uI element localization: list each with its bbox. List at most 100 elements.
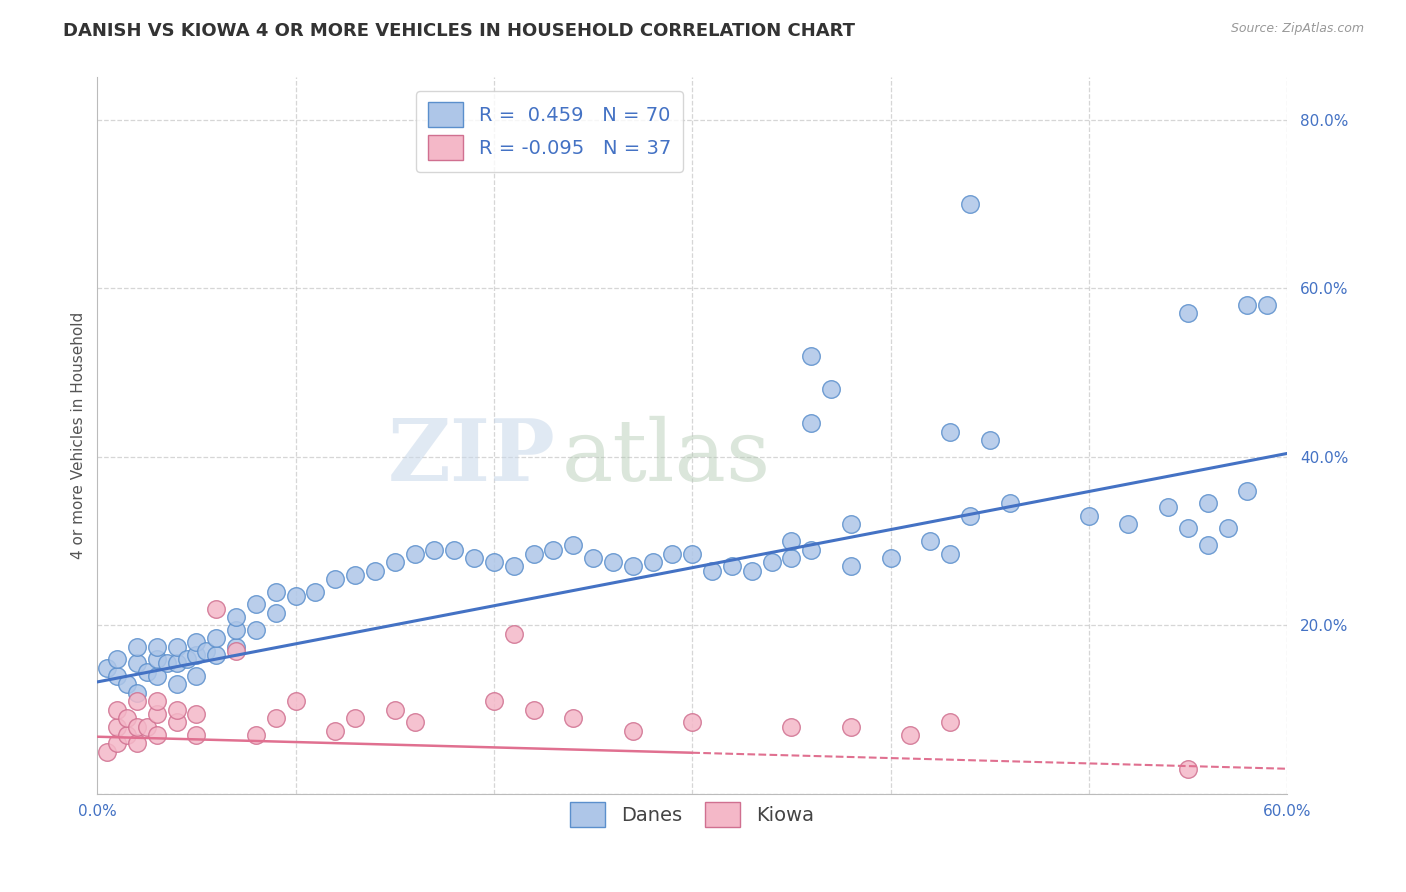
Point	[146, 694, 169, 708]
Point	[602, 555, 624, 569]
Point	[186, 648, 208, 662]
Point	[205, 631, 228, 645]
Point	[146, 652, 169, 666]
Point	[1177, 521, 1199, 535]
Point	[166, 677, 188, 691]
Point	[1236, 298, 1258, 312]
Point	[1236, 483, 1258, 498]
Point	[780, 534, 803, 549]
Point	[125, 736, 148, 750]
Point	[96, 660, 118, 674]
Point	[323, 723, 346, 738]
Point	[543, 542, 565, 557]
Point	[463, 551, 485, 566]
Point	[384, 555, 406, 569]
Point	[225, 623, 247, 637]
Point	[264, 711, 287, 725]
Point	[404, 715, 426, 730]
Point	[839, 720, 862, 734]
Point	[323, 572, 346, 586]
Point	[304, 584, 326, 599]
Point	[284, 589, 307, 603]
Text: ZIP: ZIP	[388, 416, 555, 500]
Point	[562, 711, 585, 725]
Point	[146, 728, 169, 742]
Point	[1157, 500, 1180, 515]
Point	[135, 720, 157, 734]
Point	[820, 383, 842, 397]
Point	[1256, 298, 1278, 312]
Point	[284, 694, 307, 708]
Y-axis label: 4 or more Vehicles in Household: 4 or more Vehicles in Household	[72, 312, 86, 559]
Point	[245, 598, 267, 612]
Point	[800, 349, 823, 363]
Point	[225, 640, 247, 654]
Point	[146, 669, 169, 683]
Point	[1177, 762, 1199, 776]
Point	[344, 567, 367, 582]
Point	[225, 644, 247, 658]
Point	[105, 720, 128, 734]
Point	[166, 715, 188, 730]
Point	[898, 728, 921, 742]
Point	[1077, 508, 1099, 523]
Point	[125, 657, 148, 671]
Point	[443, 542, 465, 557]
Point	[562, 538, 585, 552]
Point	[205, 648, 228, 662]
Point	[800, 542, 823, 557]
Point	[1118, 517, 1140, 532]
Point	[761, 555, 783, 569]
Point	[839, 559, 862, 574]
Point	[115, 711, 138, 725]
Point	[105, 703, 128, 717]
Point	[146, 706, 169, 721]
Point	[105, 736, 128, 750]
Point	[186, 728, 208, 742]
Point	[176, 652, 198, 666]
Point	[186, 635, 208, 649]
Point	[264, 584, 287, 599]
Point	[125, 694, 148, 708]
Point	[523, 703, 546, 717]
Point	[245, 728, 267, 742]
Point	[621, 559, 644, 574]
Legend: Danes, Kiowa: Danes, Kiowa	[562, 794, 821, 835]
Point	[621, 723, 644, 738]
Point	[959, 197, 981, 211]
Point	[125, 686, 148, 700]
Point	[780, 551, 803, 566]
Point	[800, 416, 823, 430]
Point	[721, 559, 744, 574]
Point	[523, 547, 546, 561]
Point	[166, 657, 188, 671]
Point	[225, 610, 247, 624]
Point	[482, 555, 505, 569]
Point	[661, 547, 683, 561]
Text: atlas: atlas	[561, 416, 770, 499]
Point	[1216, 521, 1239, 535]
Point	[105, 669, 128, 683]
Point	[135, 665, 157, 679]
Point	[115, 728, 138, 742]
Text: DANISH VS KIOWA 4 OR MORE VEHICLES IN HOUSEHOLD CORRELATION CHART: DANISH VS KIOWA 4 OR MORE VEHICLES IN HO…	[63, 22, 855, 40]
Point	[641, 555, 664, 569]
Point	[502, 627, 524, 641]
Point	[780, 720, 803, 734]
Point	[125, 640, 148, 654]
Point	[186, 706, 208, 721]
Point	[920, 534, 942, 549]
Point	[344, 711, 367, 725]
Point	[166, 640, 188, 654]
Point	[939, 715, 962, 730]
Point	[166, 703, 188, 717]
Point	[264, 606, 287, 620]
Point	[1197, 496, 1219, 510]
Point	[979, 433, 1001, 447]
Point	[364, 564, 387, 578]
Point	[998, 496, 1021, 510]
Point	[186, 669, 208, 683]
Point	[582, 551, 605, 566]
Point	[681, 547, 703, 561]
Point	[423, 542, 446, 557]
